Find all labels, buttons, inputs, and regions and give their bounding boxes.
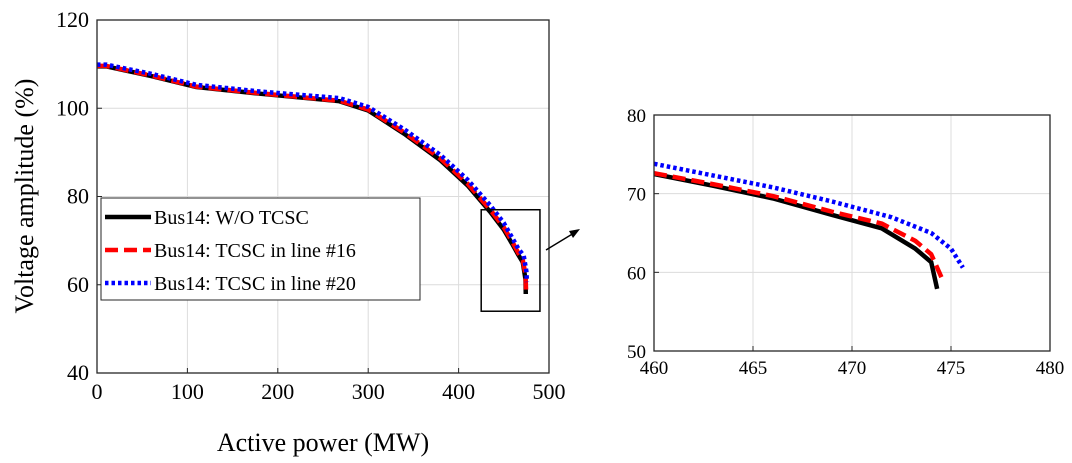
main-y-tick-label: 60 xyxy=(67,272,89,297)
inset-y-tick-label: 50 xyxy=(627,342,646,363)
inset-y-tick-label: 60 xyxy=(627,263,646,284)
inset-series-line-1 xyxy=(653,170,946,282)
main-ticks: 0 100 200 300 400 500 40 60 80 100 120 xyxy=(56,7,566,404)
main-y-tick-label: 40 xyxy=(67,360,89,385)
main-y-tick-label: 80 xyxy=(67,184,89,209)
legend-box xyxy=(100,197,421,301)
inset-ticks: 460 465 470 475 480 50 60 70 80 xyxy=(627,106,1064,379)
main-series-line-2 xyxy=(97,62,530,283)
inset-series-line-2 xyxy=(653,161,965,269)
legend: Bus14: W/O TCSC Bus14: TCSC in line #16 … xyxy=(100,197,421,301)
main-y-tick-label: 120 xyxy=(56,7,89,32)
inset-y-tick-label: 70 xyxy=(627,185,646,206)
main-x-tick-label: 400 xyxy=(442,379,475,404)
main-x-tick-label: 500 xyxy=(533,379,566,404)
inset-y-tick-label: 80 xyxy=(627,106,646,127)
inset-x-tick-label: 480 xyxy=(1036,358,1065,379)
legend-label-w-o-tcsc: Bus14: W/O TCSC xyxy=(154,207,309,229)
main-y-tick-label: 100 xyxy=(56,95,89,120)
inset-series-line-0 xyxy=(653,171,940,290)
inset-x-tick-label: 460 xyxy=(640,358,669,379)
main-x-tick-label: 200 xyxy=(261,379,294,404)
zoom-box xyxy=(480,208,541,312)
zoom-arrow xyxy=(545,229,580,251)
inset-x-tick-label: 465 xyxy=(739,358,768,379)
inset-x-tick-label: 470 xyxy=(838,358,867,379)
legend-label-tcsc-line-20: Bus14: TCSC in line #20 xyxy=(154,273,356,295)
main-y-axis-label: Voltage amplitude (%) xyxy=(10,79,39,314)
main-x-tick-label: 300 xyxy=(352,379,385,404)
legend-label-tcsc-line-16: Bus14: TCSC in line #16 xyxy=(154,240,356,262)
main-x-tick-label: 100 xyxy=(171,379,204,404)
main-x-axis-label: Active power (MW) xyxy=(217,428,429,457)
inset-series xyxy=(653,161,965,290)
main-series xyxy=(97,62,530,295)
inset-x-tick-label: 475 xyxy=(937,358,966,379)
main-x-tick-label: 0 xyxy=(92,379,103,404)
main-plot: 0 100 200 300 400 500 40 60 80 100 120 Active powe… xyxy=(10,7,566,457)
inset-plot: 460 465 470 475 480 50 60 70 80 xyxy=(627,106,1064,379)
